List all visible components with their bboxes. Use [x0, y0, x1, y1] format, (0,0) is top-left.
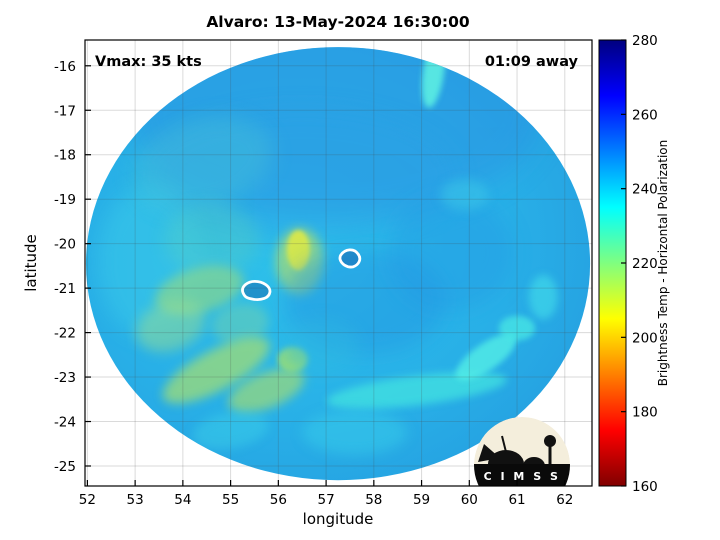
temp-blob [326, 372, 507, 409]
axis-ticks-labels: 52 53 54 55 56 57 58 59 60 61 62 -16 -17 -18 -19 -20 -21… [54, 59, 573, 508]
vmax-label: Vmax: 35 kts [95, 54, 202, 70]
center-contour [338, 248, 362, 269]
temp-blob [192, 411, 269, 450]
y-tick-label: -24 [54, 415, 76, 431]
temp-blob [283, 319, 360, 373]
y-tick-label: -16 [54, 59, 76, 75]
colorbar-tick-label: 240 [632, 182, 658, 198]
temp-blob [211, 303, 269, 345]
x-tick-label: 59 [413, 492, 430, 508]
plot-border [84, 39, 593, 487]
y-tick-label: -18 [54, 148, 76, 164]
center-fix-contours [241, 248, 362, 301]
colorbar-label: Brightness Temp - Horizontal Polarizatio… [656, 140, 670, 387]
x-tick-label: 58 [365, 492, 382, 508]
colorbar-tick-label: 200 [632, 330, 658, 346]
x-tick-label: 55 [222, 492, 239, 508]
y-axis-label: latitude [22, 234, 40, 292]
temp-blob [498, 315, 536, 341]
time-away-label: 01:09 away [485, 54, 579, 70]
x-tick-label: 61 [508, 492, 525, 508]
temp-blob [228, 367, 305, 413]
temp-blob [136, 299, 206, 352]
colorbar-tick-label: 260 [632, 107, 658, 123]
y-tick-label: -17 [54, 103, 76, 119]
colorbar-tick-label: 220 [632, 256, 658, 272]
logo-band [474, 464, 570, 486]
temp-blob [440, 179, 489, 211]
y-tick-label: -19 [54, 192, 76, 208]
center-contour [241, 279, 272, 301]
temp-blob [131, 116, 273, 211]
cimss-logo: C I M S S [474, 417, 570, 486]
x-axis-label: longitude [303, 510, 374, 528]
logo-antenna-icon [501, 435, 507, 453]
logo-tower-top-icon [544, 435, 556, 447]
colorbar-ticks: 160 180 200 220 240 260 280 [621, 33, 658, 495]
grid-lines [85, 40, 592, 486]
temp-blob [302, 410, 408, 455]
plot-title: Alvaro: 13-May-2024 16:30:00 [206, 13, 470, 31]
y-tick-label: -22 [54, 326, 76, 342]
x-tick-label: 53 [127, 492, 144, 508]
x-tick-label: 62 [556, 492, 573, 508]
y-tick-label: -23 [54, 370, 76, 386]
y-tick-label: -25 [54, 459, 76, 475]
x-tick-label: 54 [174, 492, 191, 508]
temp-blob [528, 274, 558, 320]
colorbar-tick-label: 160 [632, 479, 658, 495]
temp-blob [388, 194, 513, 311]
y-tick-label: -21 [54, 281, 76, 297]
temp-blob [455, 333, 517, 381]
y-tick-label: -20 [54, 237, 76, 253]
x-tick-label: 57 [317, 492, 334, 508]
temp-blob [162, 337, 270, 404]
logo-letters: C I M S S [484, 470, 561, 483]
x-tick-label: 52 [79, 492, 96, 508]
colorbar-tick-label: 180 [632, 405, 658, 421]
colorbar-tick-label: 280 [632, 33, 658, 49]
x-tick-label: 56 [270, 492, 287, 508]
x-tick-label: 60 [461, 492, 478, 508]
temp-blob [163, 203, 260, 275]
